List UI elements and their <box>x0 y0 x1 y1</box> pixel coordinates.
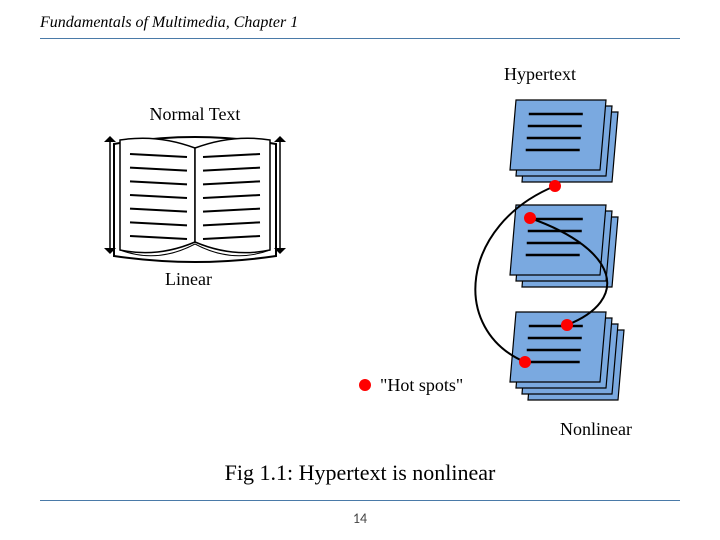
figure-caption: Fig 1.1: Hypertext is nonlinear <box>0 460 720 486</box>
page-number: 14 <box>0 510 720 527</box>
figure-diagram: Normal Text Linear Hypertext "Hot spots" Non… <box>0 40 720 460</box>
svg-text:Nonlinear: Nonlinear <box>560 419 632 439</box>
svg-text:Hypertext: Hypertext <box>504 64 576 84</box>
svg-text:"Hot spots": "Hot spots" <box>380 375 463 395</box>
slide-page: Fundamentals of Multimedia, Chapter 1 No… <box>0 0 720 540</box>
header-title: Fundamentals of Multimedia, Chapter 1 <box>40 14 680 32</box>
header-rule <box>40 38 680 39</box>
svg-text:Normal Text: Normal Text <box>150 104 241 124</box>
svg-text:Linear: Linear <box>165 269 212 289</box>
footer-rule <box>40 500 680 501</box>
slide-header: Fundamentals of Multimedia, Chapter 1 <box>40 14 680 32</box>
